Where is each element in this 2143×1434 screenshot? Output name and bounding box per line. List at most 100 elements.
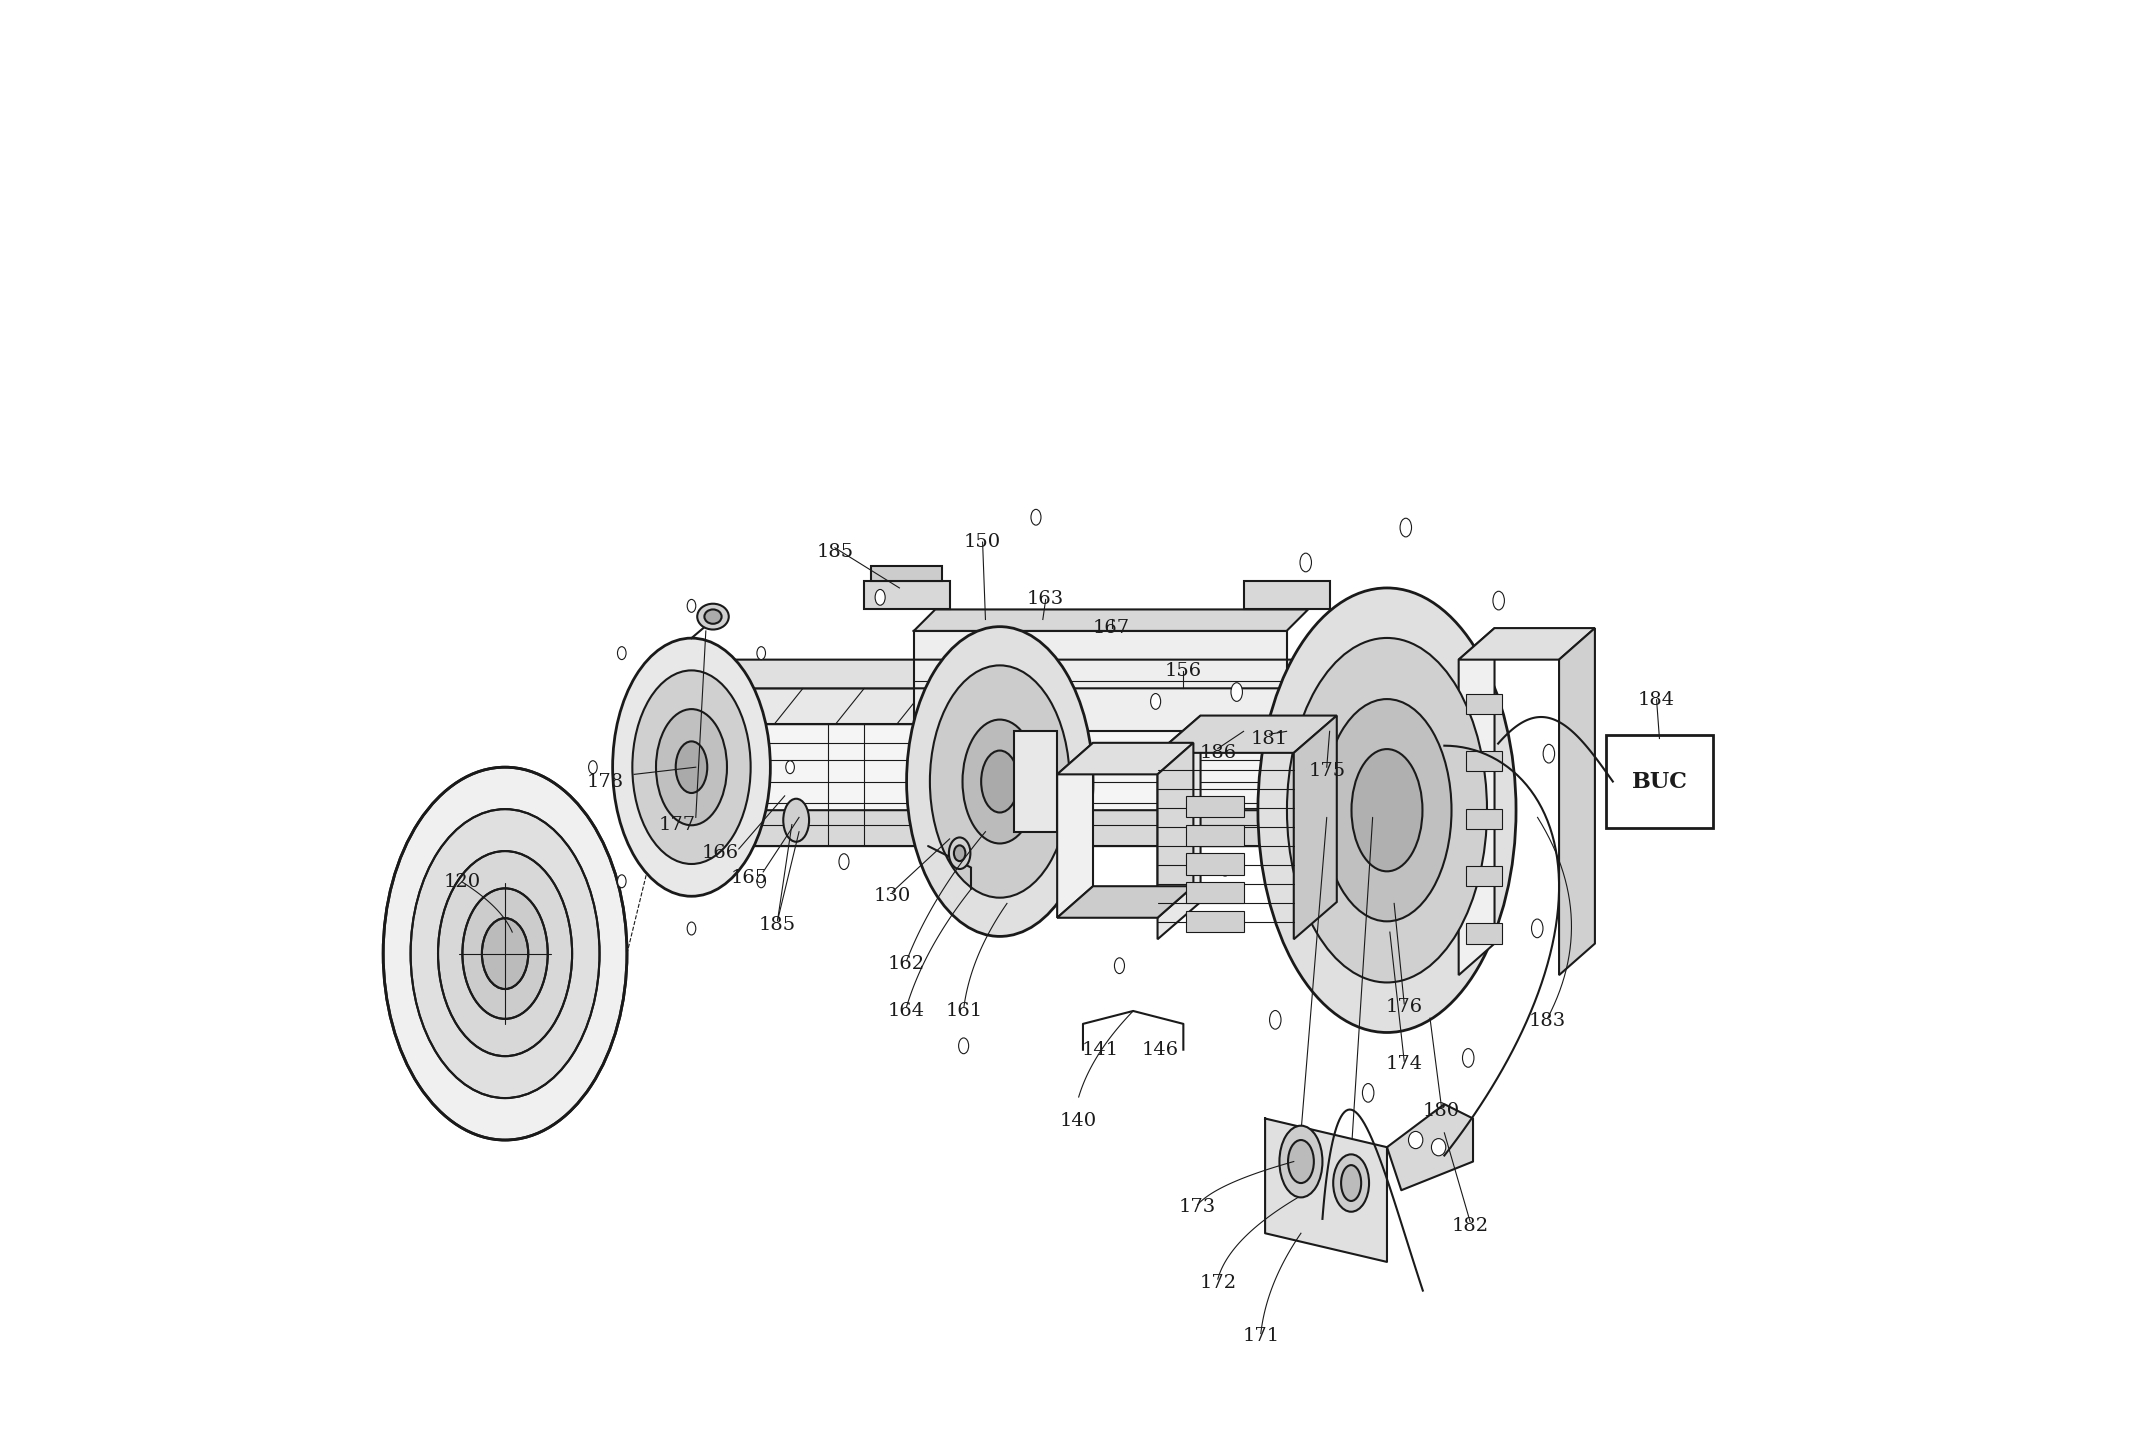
Text: 177: 177 [658, 816, 696, 833]
Text: 185: 185 [759, 916, 795, 934]
Text: 140: 140 [1061, 1113, 1097, 1130]
Text: 165: 165 [731, 869, 767, 886]
Polygon shape [1560, 628, 1594, 975]
Bar [1466, 866, 1502, 886]
Ellipse shape [632, 671, 750, 863]
Bar [864, 581, 949, 609]
Text: 167: 167 [1093, 619, 1129, 637]
Ellipse shape [1532, 919, 1543, 938]
Ellipse shape [656, 708, 726, 825]
Text: 172: 172 [1200, 1275, 1237, 1292]
Text: 156: 156 [1166, 663, 1202, 680]
Bar [1187, 882, 1243, 903]
Ellipse shape [1269, 1011, 1282, 1030]
Ellipse shape [589, 760, 598, 774]
Ellipse shape [482, 918, 527, 989]
Text: 181: 181 [1252, 730, 1288, 747]
Bar [1466, 751, 1502, 771]
Ellipse shape [1342, 1164, 1361, 1202]
Ellipse shape [786, 760, 795, 774]
Ellipse shape [874, 589, 885, 605]
Ellipse shape [958, 1038, 969, 1054]
Text: 171: 171 [1243, 1328, 1279, 1345]
Text: 174: 174 [1387, 1055, 1423, 1073]
Bar [1466, 694, 1502, 714]
Bar [1466, 923, 1502, 944]
Ellipse shape [962, 720, 1037, 843]
Ellipse shape [1494, 591, 1504, 609]
Text: 184: 184 [1637, 691, 1676, 708]
Ellipse shape [1031, 509, 1041, 525]
Bar [1466, 809, 1502, 829]
Ellipse shape [1322, 698, 1451, 922]
Text: 130: 130 [874, 888, 911, 905]
Text: 163: 163 [1026, 591, 1065, 608]
Ellipse shape [675, 741, 707, 793]
Ellipse shape [1399, 518, 1412, 536]
Ellipse shape [782, 799, 810, 842]
Polygon shape [1459, 628, 1594, 660]
Polygon shape [1459, 628, 1494, 975]
Polygon shape [692, 660, 1438, 688]
Ellipse shape [1543, 744, 1554, 763]
Ellipse shape [384, 767, 628, 1140]
Polygon shape [1056, 886, 1194, 918]
Ellipse shape [981, 750, 1018, 813]
Bar [1014, 731, 1056, 832]
Ellipse shape [613, 638, 769, 896]
Ellipse shape [1301, 554, 1312, 572]
Ellipse shape [954, 846, 964, 860]
Ellipse shape [688, 922, 696, 935]
Ellipse shape [906, 627, 1093, 936]
Polygon shape [1387, 1104, 1472, 1190]
Ellipse shape [1151, 694, 1162, 710]
Text: BUC: BUC [1631, 770, 1687, 793]
Polygon shape [1264, 1119, 1387, 1262]
Text: 180: 180 [1423, 1103, 1459, 1120]
Ellipse shape [696, 604, 729, 630]
Ellipse shape [1288, 1140, 1314, 1183]
Polygon shape [1056, 743, 1194, 774]
Text: 164: 164 [887, 1002, 926, 1020]
Ellipse shape [411, 809, 600, 1098]
Text: 183: 183 [1528, 1012, 1567, 1030]
Text: 186: 186 [1200, 744, 1237, 761]
Ellipse shape [1288, 638, 1487, 982]
Bar [1187, 911, 1243, 932]
FancyBboxPatch shape [1605, 736, 1712, 829]
Text: 176: 176 [1387, 998, 1423, 1015]
Ellipse shape [617, 647, 626, 660]
Polygon shape [662, 724, 1387, 846]
Ellipse shape [617, 875, 626, 888]
Bar [1187, 825, 1243, 846]
Ellipse shape [930, 665, 1069, 898]
Ellipse shape [756, 875, 765, 888]
Ellipse shape [1462, 1048, 1474, 1067]
Text: 162: 162 [887, 955, 926, 972]
Polygon shape [913, 609, 1307, 631]
Polygon shape [913, 631, 1286, 731]
Ellipse shape [1363, 1084, 1374, 1103]
Bar [870, 566, 943, 581]
Text: 166: 166 [701, 845, 739, 862]
Text: 178: 178 [587, 773, 624, 790]
Ellipse shape [463, 888, 549, 1018]
Ellipse shape [1333, 1154, 1369, 1212]
Polygon shape [662, 688, 1417, 724]
Text: 173: 173 [1179, 1199, 1217, 1216]
Polygon shape [1157, 716, 1200, 939]
Text: 141: 141 [1082, 1041, 1119, 1058]
Text: 175: 175 [1307, 763, 1346, 780]
Ellipse shape [705, 609, 722, 624]
Ellipse shape [1219, 858, 1230, 876]
Ellipse shape [437, 850, 572, 1055]
Ellipse shape [1352, 749, 1423, 872]
Polygon shape [1157, 743, 1194, 918]
Ellipse shape [949, 837, 971, 869]
Ellipse shape [1432, 1139, 1447, 1156]
Polygon shape [1056, 743, 1093, 918]
Ellipse shape [756, 647, 765, 660]
Ellipse shape [1279, 1126, 1322, 1197]
Ellipse shape [838, 853, 849, 869]
Text: 120: 120 [444, 873, 480, 891]
